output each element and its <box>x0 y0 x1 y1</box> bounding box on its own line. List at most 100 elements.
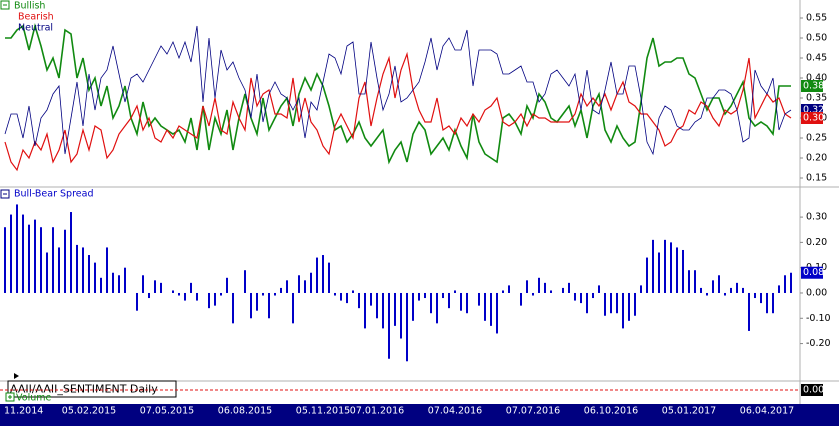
bar <box>34 219 36 293</box>
bar <box>64 229 66 293</box>
bar <box>388 292 390 359</box>
bar <box>10 214 12 293</box>
bar <box>736 282 738 293</box>
bar <box>730 287 732 293</box>
bar <box>694 270 696 293</box>
bar <box>406 292 408 362</box>
x-tick-label: 05.01.2017 <box>662 406 716 417</box>
date-axis-band <box>0 404 839 426</box>
bar <box>658 252 660 293</box>
y-tick-label: 0.15 <box>806 173 827 184</box>
bar <box>682 249 684 293</box>
y-tick-label: -0.10 <box>806 313 831 324</box>
bar <box>88 255 90 293</box>
bar <box>160 282 162 293</box>
bar <box>352 290 354 293</box>
bar <box>196 292 198 301</box>
bar <box>376 292 378 319</box>
bar <box>280 287 282 293</box>
x-tick-label: 05.11.2015 <box>296 406 350 417</box>
y-tick-label: 0.30 <box>806 212 827 223</box>
bar <box>190 282 192 293</box>
bar <box>664 239 666 293</box>
bar <box>94 262 96 293</box>
bar <box>754 292 756 299</box>
bar <box>226 277 228 293</box>
bar <box>424 292 426 299</box>
y-tick-label: 0.25 <box>806 133 827 144</box>
y-tick-label: 0.20 <box>806 153 827 164</box>
bar <box>232 292 234 324</box>
bar <box>412 292 414 321</box>
bar <box>142 275 144 293</box>
bar <box>790 272 792 293</box>
bar <box>124 267 126 293</box>
bar <box>154 280 156 293</box>
bar <box>118 275 120 293</box>
y-tick-label: 0.40 <box>806 73 827 84</box>
bar <box>442 292 444 299</box>
bar <box>430 292 432 314</box>
bar <box>460 292 462 311</box>
bar <box>106 247 108 293</box>
bar <box>262 292 264 296</box>
y-tick-label: 0.55 <box>806 13 827 24</box>
bar <box>436 292 438 324</box>
bar <box>634 292 636 316</box>
y-tick-label: 0.35 <box>806 93 827 104</box>
bar <box>520 292 522 306</box>
expand-arrow[interactable] <box>14 373 19 379</box>
bar <box>346 292 348 304</box>
bar <box>148 292 150 299</box>
bar <box>298 275 300 293</box>
last-value-label: 0.00 <box>803 385 824 396</box>
bar <box>136 292 138 311</box>
bar <box>778 285 780 293</box>
bar <box>742 287 744 293</box>
bar <box>70 212 72 293</box>
bar <box>478 292 480 306</box>
bar <box>394 292 396 326</box>
x-tick-label: 06.04.2017 <box>740 406 794 417</box>
bar <box>184 292 186 301</box>
bar <box>454 290 456 293</box>
bar <box>628 292 630 321</box>
x-tick-label: 07.05.2015 <box>140 406 194 417</box>
legend-entry: Bullish <box>14 1 45 12</box>
bar <box>82 247 84 293</box>
legend-entry: Bearish <box>18 12 54 23</box>
bar <box>688 270 690 293</box>
bar <box>214 292 216 306</box>
x-tick-label: 11.2014 <box>4 406 43 417</box>
bar <box>316 257 318 293</box>
bar <box>484 292 486 321</box>
bar <box>610 292 612 314</box>
bar <box>58 247 60 293</box>
bar <box>52 227 54 293</box>
bar <box>382 292 384 329</box>
bar <box>706 292 708 296</box>
bar <box>604 292 606 316</box>
last-value-label: 0.32 <box>803 105 824 116</box>
last-value-tag <box>801 266 823 279</box>
bar <box>670 242 672 293</box>
bar <box>178 292 180 296</box>
bar <box>208 292 210 309</box>
last-value-label: 0.38 <box>803 81 824 92</box>
bar <box>364 292 366 329</box>
legend-entry: Bull-Bear Spread <box>14 189 93 200</box>
bar <box>526 280 528 293</box>
y-tick-label: 0.50 <box>806 33 827 44</box>
bar <box>784 275 786 293</box>
last-value-tag <box>801 80 823 92</box>
legend-entry: Neutral <box>18 23 53 34</box>
bar <box>532 292 534 296</box>
bar <box>574 292 576 301</box>
bar <box>76 244 78 293</box>
x-tick-label: 06.10.2016 <box>584 406 638 417</box>
bar <box>340 292 342 301</box>
bar <box>772 292 774 314</box>
bar <box>748 292 750 331</box>
bar <box>46 252 48 293</box>
